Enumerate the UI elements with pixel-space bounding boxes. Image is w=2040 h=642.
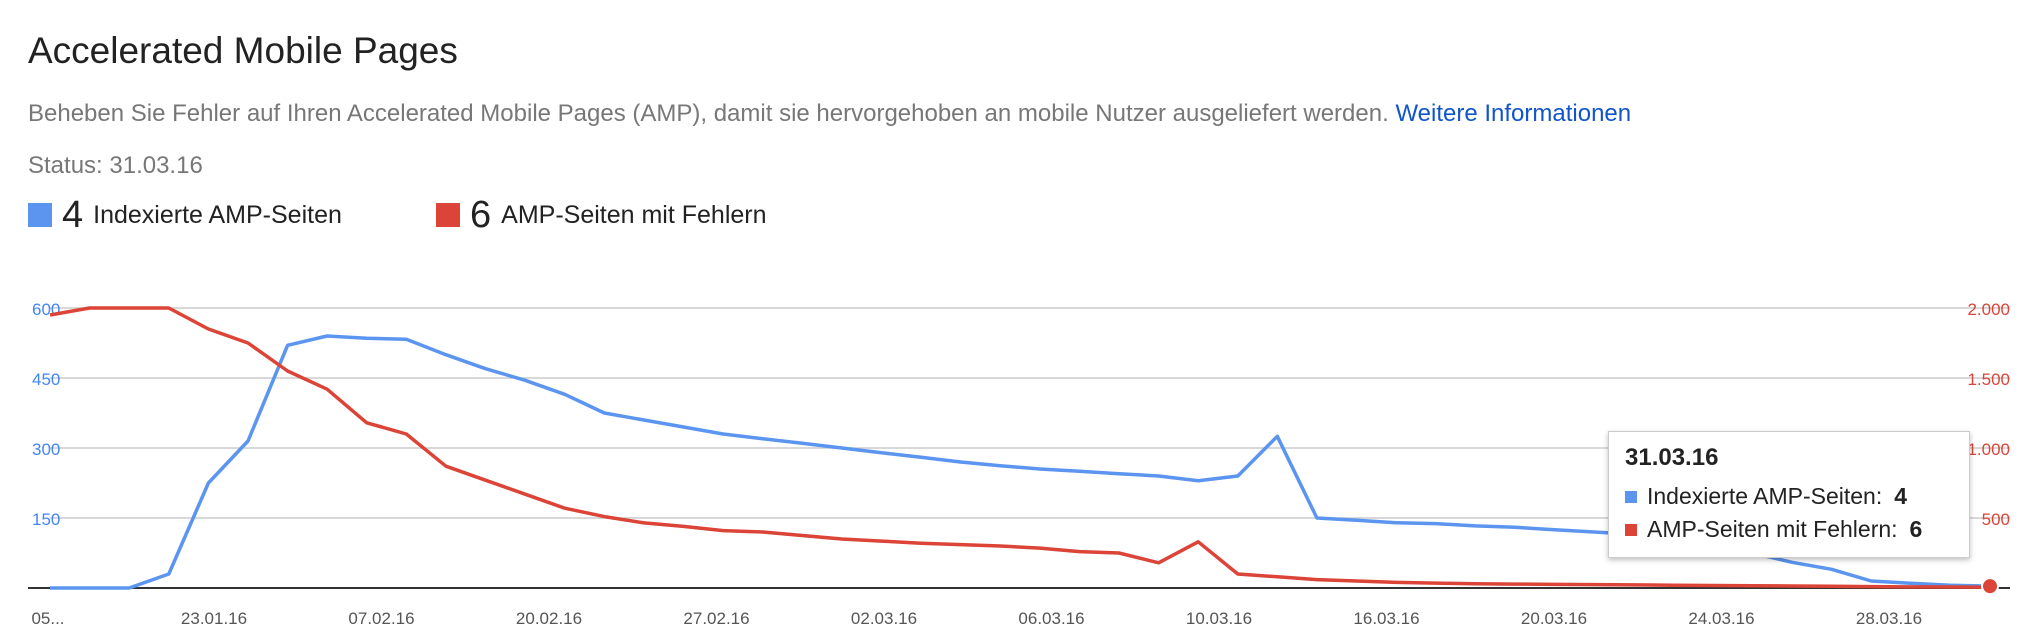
tooltip-row-indexed: Indexierte AMP-Seiten: 4	[1625, 480, 1953, 513]
tooltip-value-indexed: 4	[1894, 483, 1908, 509]
x-tick-label: 28.03.16	[1856, 609, 1922, 628]
y-right-tick-label: 500	[1982, 510, 2010, 529]
x-tick-label: 27.02.16	[683, 609, 749, 628]
y-left-tick-label: 450	[32, 370, 60, 389]
legend-swatch-indexed	[28, 203, 52, 227]
x-tick-label: 05...	[31, 609, 64, 628]
y-left-tick-label: 600	[32, 300, 60, 319]
description-text: Beheben Sie Fehler auf Ihren Accelerated…	[28, 100, 1389, 127]
x-tick-label: 16.03.16	[1353, 609, 1419, 628]
legend-label-errors: AMP-Seiten mit Fehlern	[501, 200, 767, 229]
chart-tooltip: 31.03.16 Indexierte AMP-Seiten: 4 AMP-Se…	[1608, 431, 1970, 558]
y-right-tick-label: 2.000	[1967, 300, 2010, 319]
legend-swatch-errors	[436, 203, 460, 227]
legend-count-errors: 6	[470, 193, 492, 236]
x-tick-label: 02.03.16	[851, 609, 917, 628]
page-description: Beheben Sie Fehler auf Ihren Accelerated…	[28, 100, 1631, 128]
tooltip-date: 31.03.16	[1625, 444, 1719, 471]
tooltip-swatch-errors	[1625, 523, 1637, 536]
hover-point-marker[interactable]	[1981, 577, 1999, 596]
tooltip-label-errors: AMP-Seiten mit Fehlern:	[1647, 516, 1898, 542]
tooltip-row-errors: AMP-Seiten mit Fehlern: 6	[1625, 513, 1953, 546]
x-tick-label: 23.01.16	[181, 609, 247, 628]
x-tick-label: 06.03.16	[1018, 609, 1084, 628]
x-tick-label: 20.02.16	[516, 609, 582, 628]
x-tick-label: 24.03.16	[1688, 609, 1754, 628]
y-right-tick-label: 1.500	[1967, 370, 2010, 389]
more-info-link[interactable]: Weitere Informationen	[1395, 100, 1632, 127]
tooltip-swatch-indexed	[1625, 490, 1637, 503]
y-left-tick-label: 300	[32, 440, 60, 459]
tooltip-label-indexed: Indexierte AMP-Seiten:	[1647, 483, 1883, 509]
legend-indexed[interactable]: 4 Indexierte AMP-Seiten	[28, 192, 342, 238]
x-tick-label: 10.03.16	[1186, 609, 1252, 628]
y-right-tick-label: 1.000	[1967, 440, 2010, 459]
legend-errors[interactable]: 6 AMP-Seiten mit Fehlern	[436, 192, 767, 238]
y-left-tick-label: 150	[32, 510, 60, 529]
legend-count-indexed: 4	[62, 193, 84, 236]
series-line-errors[interactable]	[49, 306, 1991, 589]
tooltip-value-errors: 6	[1909, 516, 1923, 542]
x-tick-label: 07.02.16	[348, 609, 414, 628]
page-title: Accelerated Mobile Pages	[28, 30, 458, 71]
legend-label-indexed: Indexierte AMP-Seiten	[93, 200, 342, 229]
status-date: Status: 31.03.16	[28, 152, 203, 179]
x-tick-label: 20.03.16	[1521, 609, 1587, 628]
